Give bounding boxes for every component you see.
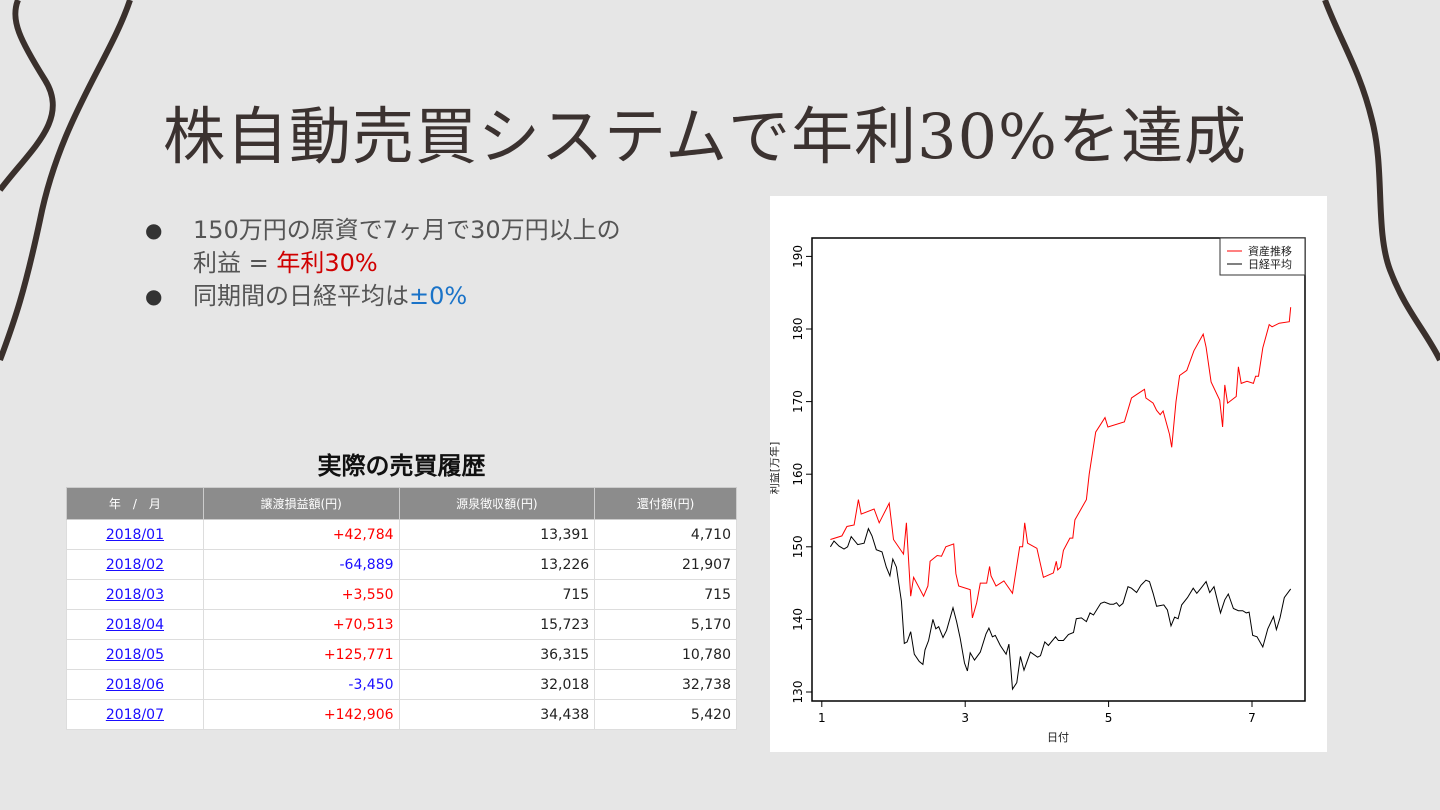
cell-withholding: 13,391	[398, 519, 596, 550]
bullet-highlight: 年利30%	[276, 249, 378, 277]
month-link[interactable]: 2018/01	[105, 526, 164, 543]
y-tick-label: 190	[791, 245, 805, 268]
bullet-icon: ●	[145, 218, 163, 242]
cell-gain-loss: -3,450	[202, 669, 400, 700]
cell-gain-loss: +42,784	[202, 519, 400, 550]
cell-refund: 4,710	[594, 519, 737, 550]
cell-month: 2018/02	[66, 549, 204, 580]
cell-withholding: 36,315	[398, 639, 596, 670]
bullet-highlight: ±0%	[409, 282, 468, 310]
y-tick-label: 150	[791, 535, 805, 558]
cell-withholding: 32,018	[398, 669, 596, 700]
left-curve	[0, 0, 56, 192]
x-tick-label: 1	[818, 711, 826, 725]
slide-title: 株自動売買システムで年利30%を達成	[163, 100, 1247, 173]
cell-withholding: 15,723	[398, 609, 596, 640]
x-tick-label: 5	[1105, 711, 1113, 725]
cell-month: 2018/01	[66, 519, 204, 550]
cell-month: 2018/03	[66, 579, 204, 610]
cell-gain-loss: +70,513	[202, 609, 400, 640]
column-header: 譲渡損益額(円)	[202, 487, 400, 520]
line-chart: 130 140 150 160 170 180 190 1 3 5 7 日付 利益[万年] 資産推移日経平…	[767, 237, 1306, 744]
cell-withholding: 13,226	[398, 549, 596, 580]
cell-refund: 10,780	[594, 639, 737, 670]
y-axis-label: 利益[万年]	[770, 442, 781, 495]
cell-withholding: 34,438	[398, 699, 596, 730]
x-tick-label: 3	[961, 711, 969, 725]
bullet-icon: ●	[145, 284, 163, 308]
table-row: 2018/05 +125,771 36,315 10,780	[66, 639, 737, 670]
table-row: 2018/06 -3,450 32,018 32,738	[66, 669, 737, 700]
y-tick-label: 180	[791, 318, 805, 341]
cell-month: 2018/04	[66, 609, 204, 640]
trade-history-table: 年 / 月譲渡損益額(円) 源泉徴収額(円) 還付額(円) 2018/01 +42,7…	[66, 487, 737, 730]
right-curve	[1322, 0, 1440, 362]
plot-frame	[811, 237, 1306, 702]
bullet-item: ● 150万円の原資で7ヶ月で30万円以上の 利益 = 年利30%	[145, 214, 621, 280]
y-tick-label: 140	[791, 608, 805, 631]
column-header: 源泉徴収額(円)	[398, 487, 596, 520]
cell-month: 2018/05	[66, 639, 204, 670]
cell-refund: 715	[594, 579, 737, 610]
cell-refund: 5,420	[594, 699, 737, 730]
table-row: 2018/07 +142,906 34,438 5,420	[66, 699, 737, 730]
table-header-row: 年 / 月譲渡損益額(円) 源泉徴収額(円) 還付額(円)	[66, 487, 737, 520]
cell-gain-loss: -64,889	[202, 549, 400, 580]
bullet-text: 同期間の日経平均は	[193, 282, 409, 310]
y-tick-label: 130	[791, 681, 805, 704]
bullet-text: 150万円の原資で7ヶ月で30万円以上の	[193, 216, 621, 244]
series-line-assets	[830, 307, 1292, 619]
cell-withholding: 715	[398, 579, 596, 610]
column-header: 年 / 月	[66, 487, 204, 520]
bullet-list: ● 150万円の原資で7ヶ月で30万円以上の 利益 = 年利30% ● 同期間の…	[145, 214, 621, 313]
column-header: 還付額(円)	[594, 487, 737, 520]
month-link[interactable]: 2018/02	[105, 556, 164, 573]
left-curve-2	[0, 0, 133, 362]
cell-gain-loss: +3,550	[202, 579, 400, 610]
legend-label: 資産推移	[1248, 244, 1292, 258]
month-link[interactable]: 2018/06	[105, 676, 164, 693]
y-tick-label: 170	[791, 390, 805, 413]
table-row: 2018/03 +3,550 715 715	[66, 579, 737, 610]
y-tick-label: 160	[791, 463, 805, 486]
cell-refund: 32,738	[594, 669, 737, 700]
legend-label: 日経平均	[1248, 258, 1292, 271]
cell-month: 2018/07	[66, 699, 204, 730]
month-link[interactable]: 2018/04	[105, 616, 164, 633]
legend-box	[1219, 237, 1306, 276]
bullet-item: ● 同期間の日経平均は±0%	[145, 280, 621, 313]
month-link[interactable]: 2018/03	[105, 586, 164, 603]
cell-refund: 5,170	[594, 609, 737, 640]
month-link[interactable]: 2018/07	[105, 706, 164, 723]
bullet-text-line2: 利益 =	[193, 249, 277, 277]
series-line-nikkei	[829, 527, 1292, 691]
cell-gain-loss: +142,906	[202, 699, 400, 730]
month-link[interactable]: 2018/05	[105, 646, 164, 663]
x-tick-label: 7	[1248, 711, 1256, 725]
cell-month: 2018/06	[66, 669, 204, 700]
table-row: 2018/02 -64,889 13,226 21,907	[66, 549, 737, 580]
table-row: 2018/04 +70,513 15,723 5,170	[66, 609, 737, 640]
chart-panel: 130 140 150 160 170 180 190 1 3 5 7 日付 利益[万年] 資産推移 日経平…	[767, 196, 1327, 752]
table-row: 2018/01 +42,784 13,391 4,710	[66, 519, 737, 550]
table-title: 実際の売買履歴	[317, 452, 486, 480]
x-axis-label: 日付	[1047, 731, 1069, 744]
cell-gain-loss: +125,771	[202, 639, 400, 670]
cell-refund: 21,907	[594, 549, 737, 580]
